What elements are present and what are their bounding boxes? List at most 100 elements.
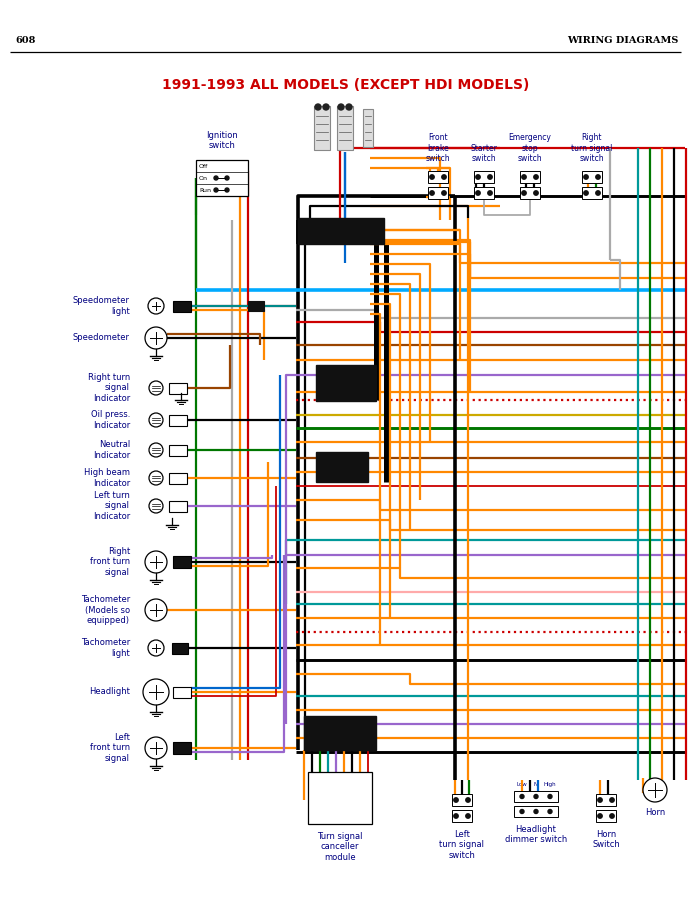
Text: High: High: [544, 782, 556, 787]
Bar: [428, 187, 448, 199]
Bar: [474, 187, 494, 199]
Circle shape: [488, 174, 492, 179]
Bar: [172, 643, 188, 654]
Bar: [173, 556, 191, 568]
Circle shape: [584, 191, 588, 195]
Circle shape: [338, 104, 344, 110]
Bar: [596, 810, 616, 822]
Circle shape: [520, 795, 524, 798]
Circle shape: [534, 809, 538, 814]
Text: Right
turn signal
switch: Right turn signal switch: [571, 133, 613, 163]
Circle shape: [609, 797, 614, 802]
Text: Off: Off: [199, 164, 208, 168]
Text: Headlight: Headlight: [89, 688, 130, 697]
Circle shape: [454, 797, 458, 802]
Text: Neutral
Indicator: Neutral Indicator: [93, 441, 130, 459]
Text: Turn signal
canceller
module: Turn signal canceller module: [317, 832, 363, 862]
Text: Right
front turn
signal: Right front turn signal: [90, 547, 130, 577]
Circle shape: [225, 188, 229, 192]
Circle shape: [520, 809, 524, 814]
Bar: [520, 187, 540, 199]
Bar: [514, 806, 558, 817]
Circle shape: [609, 814, 614, 818]
Bar: [169, 382, 187, 394]
Bar: [582, 187, 602, 199]
Text: Ignition
switch: Ignition switch: [206, 130, 238, 150]
Bar: [452, 794, 472, 806]
Circle shape: [522, 191, 527, 195]
Bar: [308, 772, 372, 824]
Circle shape: [145, 327, 167, 349]
Circle shape: [315, 104, 321, 110]
Bar: [474, 171, 494, 183]
Circle shape: [522, 174, 527, 179]
Bar: [169, 444, 187, 456]
Text: Tachometer
light: Tachometer light: [81, 638, 130, 658]
Circle shape: [214, 188, 218, 192]
Bar: [582, 171, 602, 183]
Text: Speedometer
light: Speedometer light: [73, 297, 130, 316]
Bar: [196, 160, 248, 196]
Bar: [169, 501, 187, 512]
Bar: [173, 742, 191, 754]
Circle shape: [149, 443, 163, 457]
Text: Oil press.
Indicator: Oil press. Indicator: [91, 410, 130, 430]
Bar: [596, 794, 616, 806]
Circle shape: [584, 174, 588, 179]
Text: Starter
switch: Starter switch: [471, 144, 498, 163]
Circle shape: [225, 176, 229, 180]
Bar: [248, 301, 264, 311]
Bar: [520, 171, 540, 183]
Text: Left
turn signal
switch: Left turn signal switch: [439, 830, 484, 859]
Bar: [173, 687, 191, 698]
Text: Low: Low: [517, 782, 527, 787]
Text: Headlight
dimmer switch: Headlight dimmer switch: [505, 825, 567, 844]
Text: Horn
Switch: Horn Switch: [592, 830, 620, 850]
Circle shape: [430, 191, 434, 195]
Circle shape: [466, 797, 470, 802]
Bar: [337, 106, 353, 150]
Text: 1991-1993 ALL MODELS (EXCEPT HDI MODELS): 1991-1993 ALL MODELS (EXCEPT HDI MODELS): [162, 78, 530, 92]
Bar: [304, 716, 376, 750]
Circle shape: [346, 104, 352, 110]
Circle shape: [323, 104, 329, 110]
Circle shape: [145, 551, 167, 573]
Circle shape: [454, 814, 458, 818]
Circle shape: [596, 191, 600, 195]
Circle shape: [534, 191, 538, 195]
Circle shape: [643, 778, 667, 802]
Circle shape: [430, 174, 434, 179]
Circle shape: [598, 814, 602, 818]
Circle shape: [145, 599, 167, 621]
Text: Right turn
signal
Indicator: Right turn signal Indicator: [88, 373, 130, 403]
Text: Emergency
stop
switch: Emergency stop switch: [509, 133, 551, 163]
Bar: [169, 473, 187, 484]
Circle shape: [596, 174, 600, 179]
Bar: [363, 109, 373, 147]
Circle shape: [214, 176, 218, 180]
Bar: [428, 171, 448, 183]
Text: 608: 608: [15, 36, 35, 45]
Text: Speedometer: Speedometer: [73, 334, 130, 343]
Circle shape: [148, 640, 164, 656]
Text: High beam
Indicator: High beam Indicator: [84, 468, 130, 487]
Circle shape: [488, 191, 492, 195]
Bar: [316, 452, 368, 482]
Text: Front
brake
switch: Front brake switch: [426, 133, 451, 163]
Text: Tachometer
(Models so
equipped): Tachometer (Models so equipped): [81, 595, 130, 625]
Circle shape: [534, 174, 538, 179]
Bar: [452, 810, 472, 822]
Circle shape: [466, 814, 470, 818]
Bar: [173, 300, 191, 311]
Text: Left
front turn
signal: Left front turn signal: [90, 733, 130, 763]
Circle shape: [145, 737, 167, 759]
Text: Run: Run: [199, 188, 211, 192]
Circle shape: [143, 679, 169, 705]
Circle shape: [149, 471, 163, 485]
Bar: [298, 218, 384, 244]
Circle shape: [442, 191, 446, 195]
Text: Left turn
signal
Indicator: Left turn signal Indicator: [93, 491, 130, 521]
Circle shape: [598, 797, 602, 802]
Bar: [316, 365, 376, 401]
Circle shape: [149, 413, 163, 427]
